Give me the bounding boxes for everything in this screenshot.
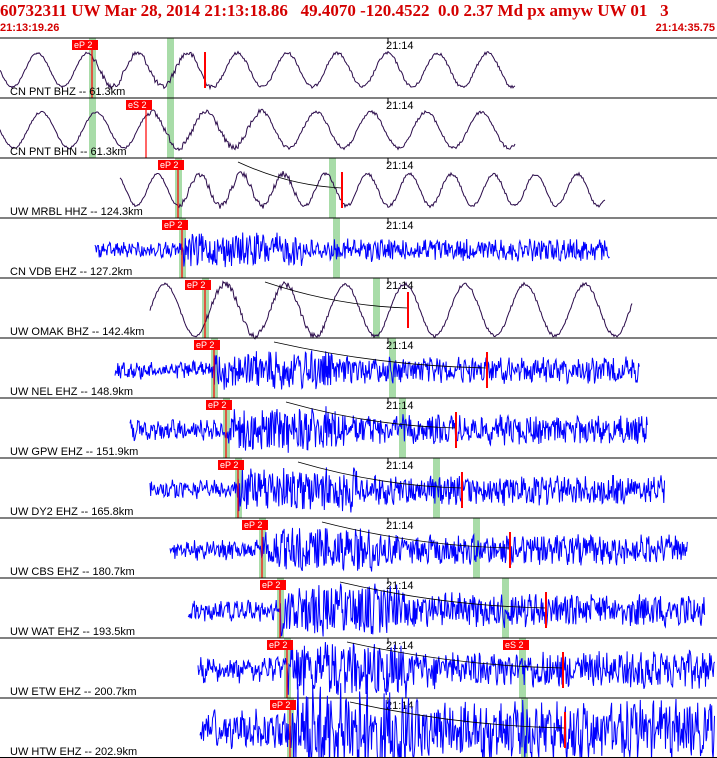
window-band	[502, 578, 509, 638]
minute-tick-label: 21:14	[386, 640, 414, 652]
minute-tick-label: 21:14	[386, 340, 414, 352]
pick-box	[260, 580, 286, 590]
window-band	[399, 398, 406, 458]
pick-box	[242, 520, 268, 530]
station-label: UW NEL EHZ -- 148.9km	[10, 386, 133, 398]
pick-box	[270, 700, 296, 710]
minute-tick-label: 21:14	[386, 460, 414, 472]
pick-label: eP 2	[269, 640, 287, 650]
waveform-trace	[199, 683, 715, 758]
pick-label: eP 2	[187, 280, 205, 290]
header-bar: 60732311 UW Mar 28, 2014 21:13:18.86 49.…	[0, 0, 717, 38]
waveform-trace	[114, 350, 640, 390]
minute-tick-label: 21:14	[386, 160, 414, 172]
pick-label: eP 2	[160, 160, 178, 170]
arrival-curve	[321, 521, 511, 549]
minute-tick-label: 21:14	[386, 40, 414, 52]
arrival-curve	[297, 461, 463, 489]
pick-label: eP 2	[262, 580, 280, 590]
arrival-curve	[285, 401, 457, 429]
arrival-curve	[346, 641, 564, 669]
minute-tick-label: 21:14	[386, 400, 414, 412]
minute-tick-label: 21:14	[386, 700, 414, 712]
station-label: UW CBS EHZ -- 180.7km	[10, 566, 135, 578]
trace-row: 21:14 eP 2 UW CBS EHZ -- 180.7km	[0, 517, 717, 578]
waveform-trace	[197, 641, 716, 699]
minute-tick-label: 21:14	[386, 100, 414, 112]
waveform-trace	[149, 280, 633, 340]
pick-box	[206, 400, 232, 410]
waveform-trace	[0, 108, 516, 152]
waveform-trace	[169, 527, 688, 572]
window-band	[167, 98, 174, 158]
window-band	[167, 38, 174, 98]
waveform-trace	[0, 50, 516, 91]
pick-box-s	[503, 640, 529, 650]
station-label: UW WAT EHZ -- 193.5km	[10, 626, 135, 638]
trace-row: 21:14 eP 2 UW DY2 EHZ -- 165.8km	[0, 457, 717, 518]
arrival-curve	[237, 161, 343, 189]
pick-label: eP 2	[208, 400, 226, 410]
pick-label: eP 2	[74, 40, 92, 50]
trace-row: 21:14 eP 2 CN VDB EHZ -- 127.2km	[0, 217, 717, 278]
trace-row: 21:14 eP 2 UW NEL EHZ -- 148.9km	[0, 337, 717, 398]
window-band	[521, 698, 528, 758]
pick-label: eP 2	[196, 340, 214, 350]
window-band	[89, 98, 96, 158]
pick-box	[162, 220, 188, 230]
pick-label: eP 2	[272, 700, 290, 710]
trace-row: 21:14 eP 2 UW WAT EHZ -- 193.5km	[0, 577, 717, 638]
window-band	[433, 458, 440, 518]
pick-box	[126, 100, 152, 110]
trace-row: 21:14 eP 2 UW HTW EHZ -- 202.9km	[0, 683, 717, 758]
pick-label: eS 2	[128, 100, 147, 110]
minute-tick-label: 21:14	[386, 580, 414, 592]
pick-box	[185, 280, 211, 290]
trace-row: 21:14 eP 2 eS 2 UW ETW EHZ -- 200.7km	[0, 637, 717, 699]
window-band	[329, 158, 336, 218]
time-end: 21:14:35.75	[655, 22, 715, 34]
waveform-trace	[119, 170, 606, 209]
pick-box	[267, 640, 293, 650]
station-label: CN PNT BHN -- 61.3km	[10, 146, 127, 158]
trace-row: 21:14 eP 2 UW GPW EHZ -- 151.9km	[0, 397, 717, 458]
pick-label-s: eS 2	[505, 640, 524, 650]
waveform-trace	[129, 406, 648, 453]
arrival-curve	[273, 341, 488, 369]
pick-box	[158, 160, 184, 170]
trace-row: 21:14 eP 2 UW OMAK BHZ -- 142.4km	[0, 277, 717, 340]
station-label: UW GPW EHZ -- 151.9km	[10, 446, 138, 458]
window-band	[389, 338, 396, 398]
event-title: 60732311 UW Mar 28, 2014 21:13:18.86 49.…	[0, 1, 669, 20]
waveform-trace	[149, 467, 665, 513]
arrival-curve	[264, 281, 409, 309]
station-label: UW DY2 EHZ -- 165.8km	[10, 506, 133, 518]
pick-box	[218, 460, 244, 470]
trace-row: 21:14 eP 2 UW MRBL HHZ -- 124.3km	[0, 157, 717, 218]
waveform-trace	[94, 232, 610, 268]
station-label: CN PNT BHZ -- 61.3km	[10, 86, 125, 98]
trace-row: 21:14 eP 2 CN PNT BHZ -- 61.3km	[0, 37, 717, 98]
pick-box	[194, 340, 220, 350]
minute-tick-label: 21:14	[386, 280, 414, 292]
arrival-curve	[349, 701, 566, 729]
station-label: UW HTW EHZ -- 202.9km	[10, 746, 137, 758]
minute-tick-label: 21:14	[386, 520, 414, 532]
window-band	[333, 218, 340, 278]
window-band	[373, 278, 380, 338]
station-label: UW OMAK BHZ -- 142.4km	[10, 326, 144, 338]
pick-box	[72, 40, 98, 50]
minute-tick-label: 21:14	[386, 220, 414, 232]
trace-row: 21:14 eS 2 CN PNT BHN -- 61.3km	[0, 97, 717, 158]
arrival-curve	[339, 581, 547, 609]
station-label: UW MRBL HHZ -- 124.3km	[10, 206, 143, 218]
pick-label: eP 2	[244, 520, 262, 530]
pick-label: eP 2	[164, 220, 182, 230]
station-label: CN VDB EHZ -- 127.2km	[10, 266, 132, 278]
waveform-trace	[187, 583, 706, 637]
time-start: 21:13:19.26	[0, 22, 60, 34]
pick-label: eP 2	[220, 460, 238, 470]
station-label: UW ETW EHZ -- 200.7km	[10, 686, 137, 698]
